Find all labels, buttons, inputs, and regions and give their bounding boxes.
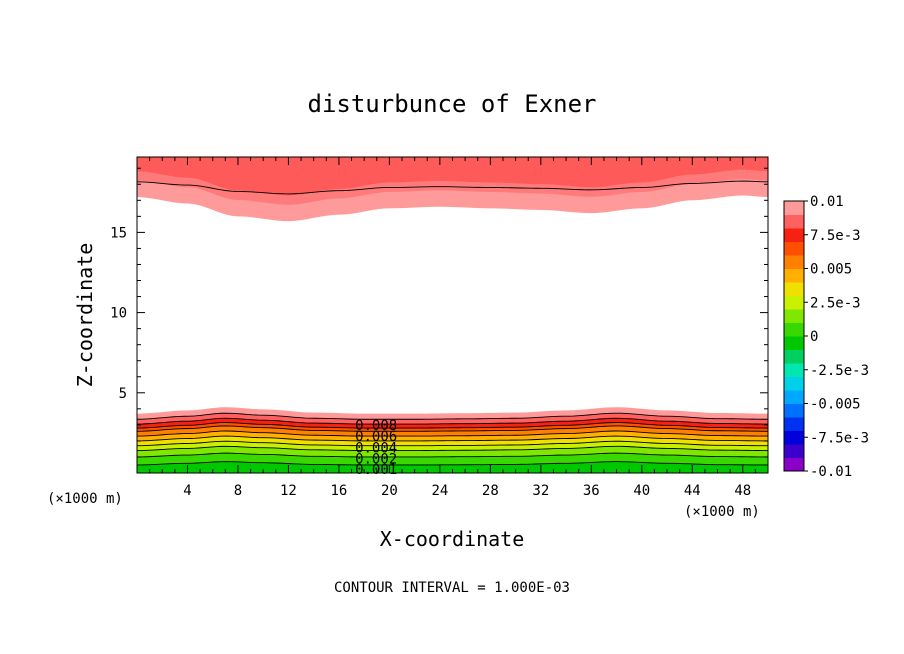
bottom-contour-line <box>137 422 768 429</box>
bottom-contour-line <box>137 425 768 432</box>
colorbar-swatch <box>784 417 804 431</box>
colorbar-swatch <box>784 241 804 256</box>
bottom-contour-line <box>137 461 768 466</box>
bottom-fill-band <box>137 461 768 473</box>
colorbar-swatch <box>784 322 804 337</box>
x-tick-label: 24 <box>431 483 448 499</box>
colorbar-swatch <box>784 336 804 350</box>
contour-label: 0.004 <box>355 440 397 456</box>
plot-area <box>137 157 768 473</box>
bottom-contour-line <box>137 440 768 447</box>
bottom-contour-line <box>137 435 768 442</box>
x-tick-label: 32 <box>532 483 549 499</box>
colorbar-swatch <box>784 376 804 391</box>
colorbar-swatch <box>784 457 804 472</box>
x-axis-ticks: 4 8 12 16 20 24 28 32 36 40 44 48 <box>149 157 756 499</box>
plot-frame <box>136 156 769 474</box>
colorbar-tick-label: 0 <box>810 329 818 345</box>
y-tick-label: 10 <box>110 306 127 322</box>
top-contour-line <box>137 180 768 195</box>
colorbar-swatch <box>784 295 804 310</box>
colorbar-tick-label: -2.5e-3 <box>810 363 869 379</box>
chart-title: disturbunce of Exner <box>308 90 597 118</box>
x-unit-left: (×1000 m) <box>47 491 123 507</box>
bottom-contour-line <box>137 412 768 420</box>
x-tick-label: 20 <box>381 483 398 499</box>
colorbar-swatch <box>784 444 804 458</box>
colorbar-swatch <box>784 282 804 296</box>
colorbar-swatch <box>784 403 804 418</box>
colorbar-tick-label: -0.01 <box>810 464 852 480</box>
x-axis-label: X-coordinate <box>380 527 525 551</box>
x-tick-label: 8 <box>234 483 242 499</box>
top-fill-band <box>137 157 768 196</box>
colorbar-tick-labels: 0.01 7.5e-3 0.005 2.5e-3 0 -2.5e-3 -0.005 -7.5e… <box>804 194 869 480</box>
x-tick-label: 16 <box>330 483 347 499</box>
x-tick-label: 12 <box>280 483 297 499</box>
colorbar-swatch <box>784 214 804 229</box>
colorbar-tick-label: 0.01 <box>810 194 844 210</box>
bottom-contour-line <box>137 430 768 437</box>
contour-label: 0.008 <box>355 418 397 434</box>
contour-interval-note: CONTOUR INTERVAL = 1.000E-03 <box>334 580 570 596</box>
y-tick-label: 5 <box>119 386 127 402</box>
x-tick-label: 36 <box>583 483 600 499</box>
colorbar-swatch <box>784 309 804 323</box>
y-axis-ticks: 5 10 15 <box>110 167 768 458</box>
colorbar-tick-label: -7.5e-3 <box>810 430 869 446</box>
y-axis-label: Z-coordinate <box>73 243 97 388</box>
contour-label: 0.006 <box>355 429 397 445</box>
colorbar-swatch <box>784 349 804 364</box>
x-tick-label: 48 <box>734 483 751 499</box>
colorbar-swatch <box>784 255 804 269</box>
colorbar-swatch <box>784 390 804 404</box>
contour-label: 0.001 <box>355 462 397 478</box>
bottom-contour-line <box>137 417 768 425</box>
colorbar-swatch <box>784 201 804 215</box>
bottom-contour-line <box>137 452 768 458</box>
x-tick-label: 28 <box>482 483 499 499</box>
x-tick-label: 44 <box>684 483 701 499</box>
colorbar <box>783 200 805 472</box>
colorbar-swatch <box>784 228 804 242</box>
colorbar-swatch <box>784 430 804 445</box>
x-unit-right: (×1000 m) <box>684 504 760 520</box>
colorbar-tick-label: 2.5e-3 <box>810 295 861 311</box>
colorbar-swatch <box>784 363 804 377</box>
colorbar-tick-label: 0.005 <box>810 262 852 278</box>
colorbar-swatch <box>784 268 804 283</box>
colorbar-tick-label: -0.005 <box>810 397 861 413</box>
x-tick-label: 40 <box>633 483 650 499</box>
contour-label: 0.002 <box>355 452 397 468</box>
x-tick-label: 4 <box>183 483 191 499</box>
colorbar-tick-label: 7.5e-3 <box>810 228 861 244</box>
bottom-contour-line <box>137 445 768 451</box>
y-tick-label: 15 <box>110 225 127 241</box>
